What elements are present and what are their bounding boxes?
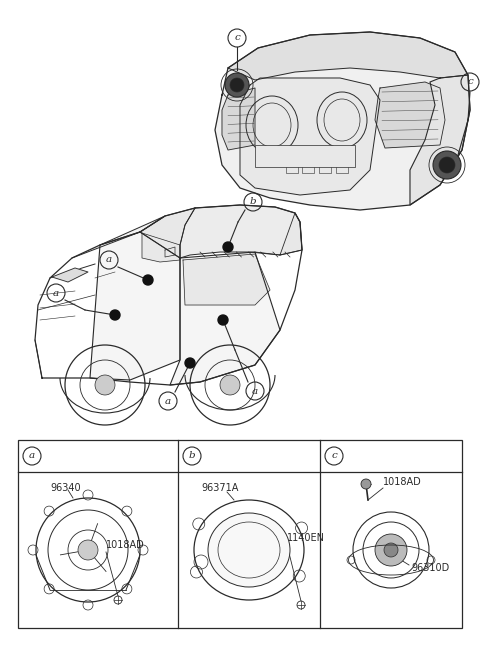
Polygon shape xyxy=(170,252,280,385)
Text: b: b xyxy=(189,451,195,461)
Polygon shape xyxy=(90,232,180,380)
Bar xyxy=(336,163,348,173)
Circle shape xyxy=(185,358,195,368)
Bar xyxy=(255,145,355,167)
Circle shape xyxy=(433,151,461,179)
Circle shape xyxy=(439,157,455,173)
Ellipse shape xyxy=(208,513,290,587)
Text: a: a xyxy=(165,396,171,405)
Text: c: c xyxy=(331,451,337,461)
Circle shape xyxy=(375,534,407,566)
Circle shape xyxy=(220,375,240,395)
Circle shape xyxy=(384,543,398,557)
Polygon shape xyxy=(140,208,195,258)
Text: c: c xyxy=(467,77,473,87)
Polygon shape xyxy=(240,78,380,195)
Text: 96371A: 96371A xyxy=(201,483,239,493)
Circle shape xyxy=(223,242,233,252)
Polygon shape xyxy=(228,32,468,80)
Polygon shape xyxy=(72,216,165,258)
Text: a: a xyxy=(53,289,59,298)
Polygon shape xyxy=(222,88,255,150)
Circle shape xyxy=(78,540,98,560)
Circle shape xyxy=(95,375,115,395)
Text: 1018AD: 1018AD xyxy=(106,540,145,550)
Circle shape xyxy=(361,479,371,489)
Bar xyxy=(18,440,462,628)
Text: a: a xyxy=(252,386,258,396)
Circle shape xyxy=(225,73,249,97)
Polygon shape xyxy=(52,268,88,282)
Text: 1018AD: 1018AD xyxy=(383,477,422,487)
Polygon shape xyxy=(183,254,270,305)
Text: c: c xyxy=(234,33,240,43)
Circle shape xyxy=(110,310,120,320)
Circle shape xyxy=(230,78,244,92)
Polygon shape xyxy=(142,233,180,262)
Text: 1140EN: 1140EN xyxy=(287,533,325,543)
Polygon shape xyxy=(180,205,302,258)
Bar xyxy=(286,163,298,173)
Circle shape xyxy=(218,315,228,325)
Bar xyxy=(302,163,314,173)
Polygon shape xyxy=(255,213,302,255)
Text: 96340: 96340 xyxy=(50,483,81,493)
Bar xyxy=(319,163,331,173)
Text: b: b xyxy=(250,197,256,207)
Circle shape xyxy=(143,275,153,285)
Text: 96310D: 96310D xyxy=(411,563,449,573)
Text: a: a xyxy=(29,451,35,461)
Polygon shape xyxy=(410,75,470,205)
Polygon shape xyxy=(215,32,470,210)
Polygon shape xyxy=(375,82,445,148)
Text: a: a xyxy=(106,255,112,264)
